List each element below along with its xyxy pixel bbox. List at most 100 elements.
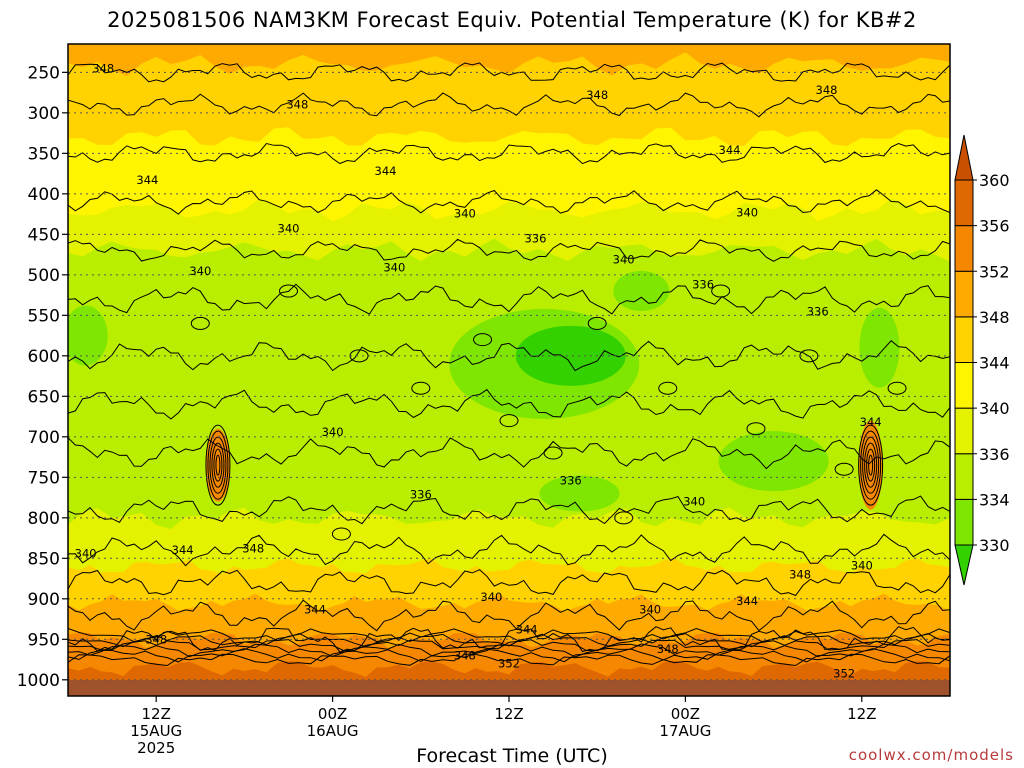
y-tick-label: 450 xyxy=(28,225,60,245)
y-tick-label: 350 xyxy=(28,144,60,164)
contour-cell xyxy=(711,284,731,298)
y-axis: 250 300 350 400 450 500 550 600 650 700 750 800 850 9… xyxy=(17,63,68,691)
field-core xyxy=(68,305,108,366)
contour-line xyxy=(68,569,950,597)
x-tick-label: 12Z xyxy=(142,705,171,723)
contour-label: 336 xyxy=(524,231,546,245)
x-tick-label: 2025 xyxy=(137,739,175,757)
y-tick-label: 250 xyxy=(28,63,60,83)
contour-label: 348 xyxy=(145,632,167,646)
contour-label: 344 xyxy=(136,173,158,187)
contour-cell xyxy=(411,381,431,395)
contour-cell xyxy=(862,436,880,494)
x-tick-label: 17AUG xyxy=(659,722,711,740)
y-tick-label: 700 xyxy=(28,428,60,448)
contour-label: 352 xyxy=(833,666,855,680)
contour-cell xyxy=(205,424,231,506)
field-core xyxy=(539,475,620,512)
contour-cell xyxy=(211,442,225,488)
contour-line xyxy=(68,238,950,262)
contour-label: 344 xyxy=(172,543,194,557)
y-tick-label: 650 xyxy=(28,387,60,407)
contour-cell xyxy=(499,414,519,428)
contour-cell xyxy=(834,462,854,476)
contour-label: 340 xyxy=(322,425,344,439)
contour-cell xyxy=(331,527,351,541)
contour-label: 340 xyxy=(75,546,97,560)
contour-label: 348 xyxy=(789,568,811,582)
colorbar-arrow-high xyxy=(954,134,974,181)
contour-label: 348 xyxy=(816,83,838,97)
colorbar-cell xyxy=(954,362,974,409)
contour-line xyxy=(68,643,950,658)
contour-cell xyxy=(279,284,298,298)
contour-label: 340 xyxy=(480,590,502,604)
colorbar-arrow-low xyxy=(954,544,974,586)
colorbar-label: 340 xyxy=(979,399,1010,418)
contour-label: 352 xyxy=(498,657,520,671)
contour-label: 344 xyxy=(719,143,741,157)
colorbar-cell xyxy=(954,316,974,363)
contour-line xyxy=(68,62,950,83)
contour-lines xyxy=(68,62,950,667)
contour-label: 348 xyxy=(242,542,264,556)
contour-cell xyxy=(543,446,563,460)
contour-label: 340 xyxy=(189,264,211,278)
contour-label: 348 xyxy=(586,88,608,102)
contour-labels: 348 348 348 348 344 344 344 340 340 340 340 340 340 3… xyxy=(75,61,882,680)
contour-line xyxy=(68,340,950,372)
contour-line xyxy=(68,283,950,315)
contour-label: 340 xyxy=(278,222,300,236)
contour-cell xyxy=(207,430,229,500)
contour-cell xyxy=(209,436,227,494)
contour-label: 340 xyxy=(639,602,661,616)
contour-cell xyxy=(658,381,678,395)
colorbar-label: 336 xyxy=(979,445,1010,464)
contour-line xyxy=(68,639,950,652)
contour-label: 340 xyxy=(736,205,758,219)
contour-cell xyxy=(868,454,874,476)
x-tick-label: 12Z xyxy=(494,705,523,723)
y-tick-label: 850 xyxy=(28,549,60,569)
contour-line xyxy=(68,189,950,215)
colorbar: 330 334 336 340 344 348 352 356 360 xyxy=(954,134,1010,586)
y-tick-label: 400 xyxy=(28,185,60,205)
contour-cell xyxy=(864,442,878,488)
colorbar-cell xyxy=(954,453,974,500)
colorbar-label: 348 xyxy=(979,308,1010,327)
contour-cell xyxy=(213,448,223,482)
contour-cell xyxy=(858,424,884,506)
contour-cell xyxy=(866,448,876,482)
contour-label: 340 xyxy=(383,261,405,275)
contour-cell xyxy=(746,422,766,436)
y-tick-label: 1000 xyxy=(17,671,60,691)
contour-label: 344 xyxy=(860,415,882,429)
contour-label: 348 xyxy=(286,98,308,112)
contour-label: 340 xyxy=(683,495,705,509)
x-tick-label: 12Z xyxy=(847,705,876,723)
y-tick-label: 800 xyxy=(28,509,60,529)
contour-label: 344 xyxy=(304,602,326,616)
contour-line xyxy=(68,388,950,420)
colorbar-cell xyxy=(954,179,974,227)
y-tick-label: 900 xyxy=(28,590,60,610)
colorbar-cell xyxy=(954,225,974,272)
contour-label: 344 xyxy=(516,623,538,637)
field-bands xyxy=(68,44,950,696)
contour-cell xyxy=(799,349,819,363)
credit-link[interactable]: coolwx.com/models xyxy=(848,746,1014,764)
colorbar-label: 356 xyxy=(979,217,1010,236)
colorbar-label: 344 xyxy=(979,354,1010,373)
contour-label: 336 xyxy=(807,304,829,318)
colorbar-cell xyxy=(954,498,974,546)
colorbar-label: 360 xyxy=(979,171,1010,190)
x-tick-label: 16AUG xyxy=(307,722,359,740)
contour-cell xyxy=(190,316,210,330)
contour-label: 336 xyxy=(560,474,582,488)
contour-cell xyxy=(887,381,907,395)
x-axis-label: Forecast Time (UTC) xyxy=(416,745,608,767)
contour-line xyxy=(68,495,950,525)
contour-line xyxy=(68,627,950,643)
x-tick-label: 00Z xyxy=(318,705,347,723)
